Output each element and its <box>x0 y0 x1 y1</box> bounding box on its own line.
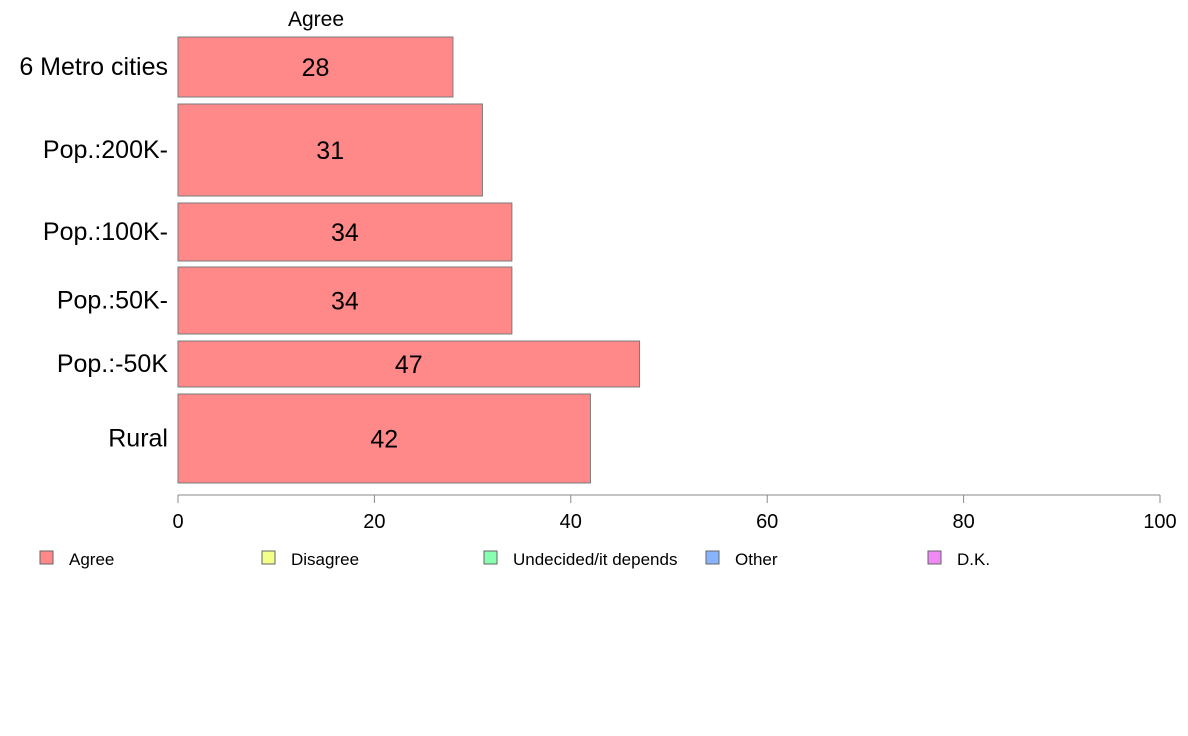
bar <box>177 202 513 262</box>
category-label: Pop.:50K- <box>57 287 168 315</box>
category-labels: 6 Metro cities Pop.:200K- Pop.:100K- Pop.:5… <box>19 53 168 453</box>
value-label: 34 <box>331 288 359 316</box>
value-label: 42 <box>370 426 398 454</box>
legend-label: Disagree <box>291 550 359 569</box>
category-label: 6 Metro cities <box>19 53 168 81</box>
category-label: Pop.:200K- <box>43 136 168 164</box>
category-label: Pop.:100K- <box>43 218 168 246</box>
bars-group <box>177 36 641 484</box>
legend-swatch <box>39 550 54 565</box>
legend-label: Other <box>735 550 778 569</box>
x-tick-label: 40 <box>560 511 582 533</box>
bar <box>177 36 454 98</box>
bar <box>177 103 483 197</box>
legend-swatch <box>705 550 720 565</box>
value-labels: 28 31 34 34 47 42 <box>302 54 423 454</box>
legend-swatch <box>483 550 498 565</box>
legend: Agree Disagree Undecided/it depends Other D.… <box>39 550 990 569</box>
legend-swatch <box>261 550 276 565</box>
legend-item: Undecided/it depends <box>483 550 677 569</box>
value-label: 47 <box>395 351 423 379</box>
x-tick-label: 20 <box>363 511 385 533</box>
legend-swatch <box>927 550 942 565</box>
legend-label: D.K. <box>957 550 990 569</box>
x-tick-label: 60 <box>756 511 778 533</box>
bar <box>177 393 591 484</box>
legend-item: Disagree <box>261 550 359 569</box>
x-tick-label: 80 <box>952 511 974 533</box>
series-header-label: Agree <box>288 8 344 31</box>
value-label: 28 <box>302 54 330 82</box>
category-label: Pop.:-50K <box>57 350 169 378</box>
legend-label: Agree <box>69 550 114 569</box>
bar <box>177 340 641 388</box>
category-label: Rural <box>108 425 168 453</box>
legend-label: Undecided/it depends <box>513 550 677 569</box>
value-label: 31 <box>316 137 344 165</box>
bar <box>177 266 513 335</box>
legend-item: D.K. <box>927 550 990 569</box>
x-tick-label: 0 <box>172 511 183 533</box>
legend-item: Agree <box>39 550 114 569</box>
legend-item: Other <box>705 550 778 569</box>
value-label: 34 <box>331 219 359 247</box>
x-tick-label: 100 <box>1143 511 1176 533</box>
x-axis: 0 20 40 60 80 100 <box>172 494 1177 533</box>
